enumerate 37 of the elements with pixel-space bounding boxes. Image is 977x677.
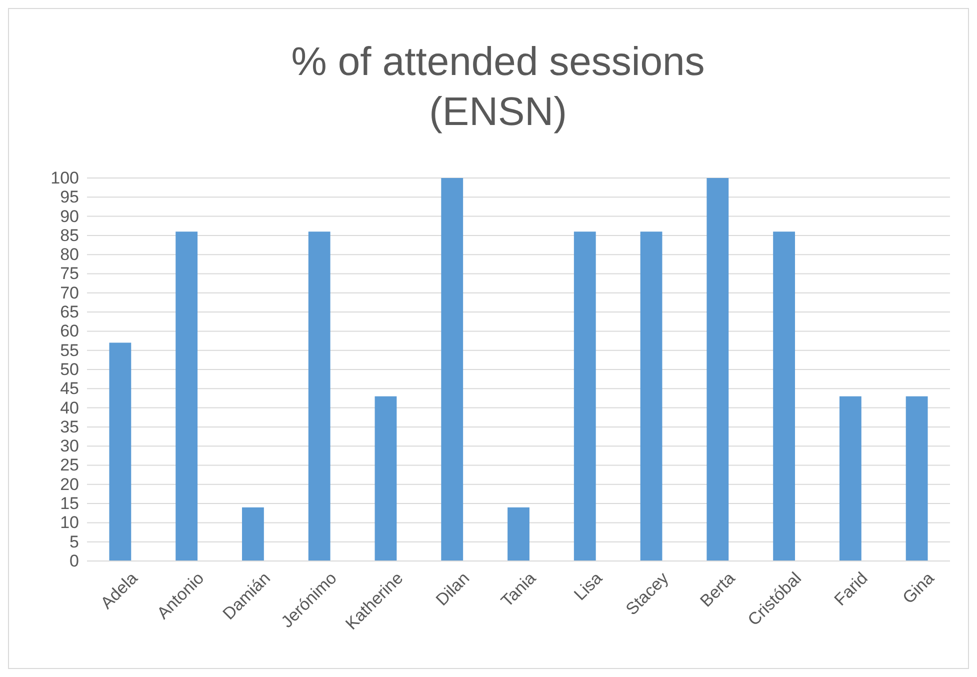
bar xyxy=(508,507,530,561)
y-tick-label: 55 xyxy=(60,340,79,360)
bar xyxy=(441,178,464,561)
bar xyxy=(706,178,729,561)
y-tick-label: 35 xyxy=(60,417,79,436)
x-tick-label: Gina xyxy=(898,568,938,608)
y-tick-label: 75 xyxy=(60,264,79,284)
y-tick-label: 5 xyxy=(70,532,79,552)
y-tick-label: 70 xyxy=(60,283,79,302)
bar xyxy=(773,232,795,561)
bar xyxy=(374,396,397,561)
bar xyxy=(574,232,596,561)
bar xyxy=(308,232,330,561)
y-tick-label: 40 xyxy=(60,398,79,418)
y-tick-label: 0 xyxy=(70,551,79,570)
chart-title: % of attended sessions (ENSN) xyxy=(291,40,705,134)
bar xyxy=(109,342,132,561)
bar xyxy=(839,396,862,561)
y-tick-label: 30 xyxy=(60,436,79,456)
y-tick-label: 95 xyxy=(60,188,79,207)
y-tick-label: 65 xyxy=(60,302,79,322)
y-tick-label: 15 xyxy=(60,494,79,513)
y-tick-label: 20 xyxy=(60,474,79,494)
y-tick-label: 25 xyxy=(60,456,79,475)
y-tick-label: 90 xyxy=(60,206,79,226)
bar xyxy=(176,232,198,561)
y-tick-label: 50 xyxy=(60,360,79,379)
y-tick-label: 60 xyxy=(60,322,79,341)
y-tick-label: 100 xyxy=(50,168,79,188)
x-tick-label: Lisa xyxy=(570,568,606,604)
bar xyxy=(640,232,662,561)
y-tick-label: 10 xyxy=(60,513,79,532)
y-tick-label: 45 xyxy=(60,379,79,398)
bar xyxy=(242,507,264,561)
bar xyxy=(906,396,928,561)
y-tick-label: 85 xyxy=(60,226,79,245)
y-tick-label: 80 xyxy=(60,245,79,264)
